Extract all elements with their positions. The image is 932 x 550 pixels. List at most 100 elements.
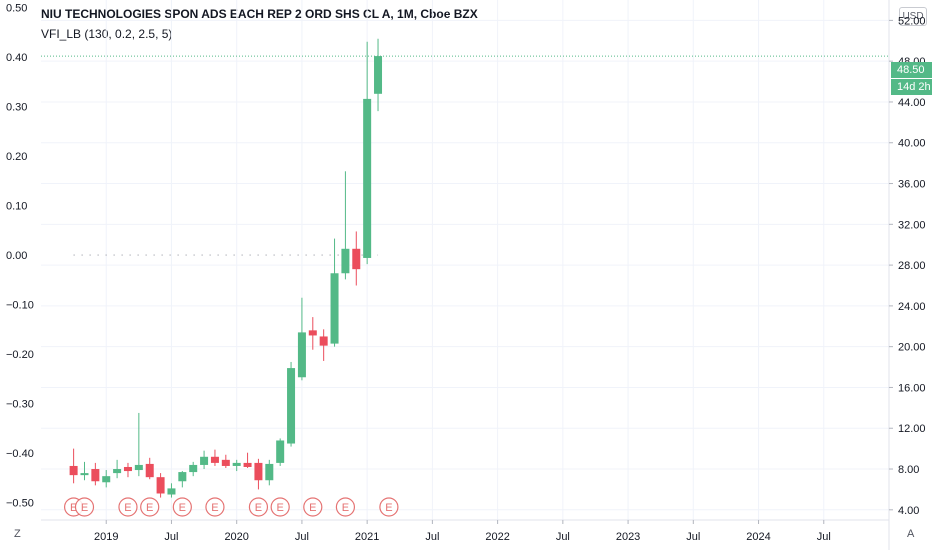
- indicator-tick-label: 0.00: [6, 250, 27, 262]
- price-tick-label: 44.00: [898, 97, 926, 109]
- price-tick-label: 12.00: [898, 423, 926, 435]
- candle-2019-02[interactable]: [113, 459, 122, 479]
- candle-body: [69, 465, 78, 476]
- candle-2020-07[interactable]: [297, 297, 306, 381]
- earnings-marker-2019-05[interactable]: E: [140, 497, 160, 517]
- candle-2020-09[interactable]: [319, 329, 328, 361]
- candle-body: [232, 462, 241, 466]
- candle-body: [145, 463, 154, 478]
- candle-2019-04[interactable]: [134, 412, 143, 477]
- candle-2020-06[interactable]: [287, 361, 296, 447]
- earnings-marker-2021-03[interactable]: E: [379, 497, 399, 517]
- candle-body: [374, 56, 383, 94]
- price-tick-label: 40.00: [898, 138, 926, 150]
- candle-2021-02[interactable]: [374, 38, 383, 112]
- candle-2020-02[interactable]: [243, 452, 252, 468]
- indicator-tick-label: −0.20: [6, 349, 34, 361]
- candle-body: [265, 463, 274, 481]
- candle-body: [134, 464, 143, 471]
- candle-body: [113, 469, 122, 474]
- candle-2018-10[interactable]: [69, 448, 78, 484]
- price-tick-label: 16.00: [898, 382, 926, 394]
- candle-2020-10[interactable]: [330, 238, 339, 347]
- price-tick-label: 36.00: [898, 179, 926, 191]
- earnings-marker-circle: [74, 497, 95, 517]
- candle-body: [308, 330, 317, 336]
- candle-2019-11[interactable]: [210, 449, 219, 466]
- price-tick-label: 52.00: [898, 15, 926, 27]
- earnings-marker-2020-11[interactable]: E: [335, 497, 356, 517]
- candle-2019-08[interactable]: [178, 471, 187, 488]
- earnings-marker-label: E: [179, 502, 186, 514]
- earnings-marker-label: E: [70, 502, 77, 514]
- indicator-axis: −0.50 −0.40 −0.30 −0.20 −0.10 0.00 0.10 0.20 0.3…: [6, 2, 34, 509]
- price-tick-label: 24.00: [898, 301, 926, 313]
- earnings-marker-2020-03[interactable]: E: [248, 497, 269, 517]
- candles[interactable]: [69, 38, 383, 498]
- candle-2020-08[interactable]: [308, 317, 317, 350]
- candle-2018-11[interactable]: [80, 461, 89, 481]
- candle-body: [243, 462, 252, 467]
- earnings-marker-2019-11[interactable]: E: [205, 497, 225, 517]
- candle-2021-01[interactable]: [363, 41, 372, 265]
- indicator-tick-label: −0.10: [6, 300, 34, 312]
- candle-2020-01[interactable]: [232, 459, 241, 472]
- currency-button[interactable]: USD: [899, 7, 927, 26]
- zoom-button[interactable]: Z: [14, 528, 21, 540]
- earnings-marker-label: E: [255, 502, 262, 514]
- candle-2020-12[interactable]: [352, 231, 361, 286]
- earnings-marker-label: E: [385, 502, 392, 514]
- candle-2020-04[interactable]: [265, 459, 274, 486]
- candle-2019-05[interactable]: [145, 457, 154, 480]
- candle-2019-12[interactable]: [221, 454, 230, 468]
- price-tick-label: 32.00: [898, 219, 926, 231]
- time-tick-label: 2024: [746, 531, 770, 543]
- earnings-marker-circle: [335, 497, 356, 517]
- time-axis[interactable]: 2019 Jul 2020 Jul 2021 Jul 2022 Jul 2023 Jul 2024 J…: [94, 520, 831, 543]
- earnings-marker-2018-11[interactable]: E: [74, 497, 95, 517]
- earnings-marker-2020-08[interactable]: E: [303, 497, 323, 517]
- earnings-marker-label: E: [342, 502, 349, 514]
- candle-body: [102, 476, 111, 483]
- earnings-marker-2020-05[interactable]: E: [270, 497, 290, 517]
- candle-body: [363, 98, 372, 258]
- time-tick-label: Jul: [425, 531, 439, 543]
- time-tick-label: Jul: [817, 531, 831, 543]
- indicator-tick-label: −0.50: [6, 498, 34, 510]
- candle-body: [156, 477, 165, 494]
- earnings-marker-circle: [172, 497, 192, 517]
- candle-body: [276, 440, 285, 463]
- candle-2020-11[interactable]: [341, 171, 350, 280]
- bar-countdown-tag: 14d 2h: [891, 79, 932, 95]
- candle-2019-10[interactable]: [200, 450, 209, 470]
- earnings-marker-circle: [140, 497, 160, 517]
- earnings-marker-label: E: [309, 502, 316, 514]
- time-tick-label: Jul: [164, 531, 178, 543]
- price-axis[interactable]: 4.00 8.00 12.00 16.00 20.00 24.00 28.00 32.00 36…: [889, 15, 926, 517]
- time-tick-label: 2022: [485, 531, 509, 543]
- indicator-tick-label: −0.30: [6, 399, 34, 411]
- earnings-marker-circle: [270, 497, 290, 517]
- grid: [41, 0, 889, 520]
- candle-body: [123, 466, 132, 472]
- candle-2019-01[interactable]: [102, 470, 111, 488]
- candle-body: [178, 472, 187, 482]
- candle-2020-05[interactable]: [276, 438, 285, 466]
- candle-2020-03[interactable]: [254, 458, 263, 490]
- candle-2019-07[interactable]: [167, 483, 176, 498]
- candle-2018-12[interactable]: [91, 462, 100, 486]
- candle-body: [221, 459, 230, 466]
- candle-body: [287, 368, 296, 444]
- earnings-marker-2019-03[interactable]: E: [118, 497, 138, 517]
- candle-2019-06[interactable]: [156, 473, 165, 498]
- indicator-tick-label: 0.40: [6, 52, 27, 64]
- earnings-marker-label: E: [211, 502, 218, 514]
- earnings-marker-2019-08[interactable]: E: [172, 497, 192, 517]
- candle-2019-03[interactable]: [123, 462, 132, 478]
- candle-2019-09[interactable]: [189, 461, 198, 477]
- time-tick-label: Jul: [686, 531, 700, 543]
- candle-body: [341, 248, 350, 274]
- autoscale-button[interactable]: A: [907, 528, 915, 540]
